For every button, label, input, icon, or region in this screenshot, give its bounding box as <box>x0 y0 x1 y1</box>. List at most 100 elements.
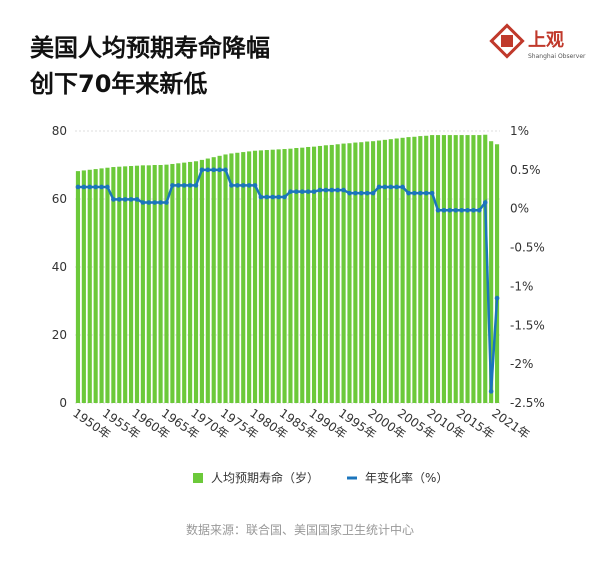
bar <box>81 170 86 403</box>
y-tick-label: 80 <box>52 124 67 138</box>
point <box>370 190 376 196</box>
bar <box>323 145 328 403</box>
point <box>435 207 441 213</box>
bar <box>111 167 116 403</box>
bar <box>276 149 281 403</box>
bar <box>471 135 476 403</box>
point <box>482 200 488 205</box>
x-tick-label: 2021年 <box>489 406 532 442</box>
point <box>199 167 205 173</box>
bar <box>447 135 452 403</box>
point <box>429 190 435 196</box>
bar <box>264 150 269 403</box>
point <box>317 187 323 193</box>
y2-tick-label: 0.5% <box>510 163 541 177</box>
bar <box>87 169 92 403</box>
bar <box>217 155 222 403</box>
source: 数据来源：联合国、美国国家卫生统计中心 <box>186 522 414 537</box>
point <box>164 200 169 205</box>
bar <box>306 146 311 404</box>
legend-swatch <box>193 473 203 483</box>
bar <box>453 135 458 403</box>
point <box>299 189 305 194</box>
bar <box>134 165 140 403</box>
bar <box>430 135 435 403</box>
legend-label: 年变化率（%） <box>365 470 448 485</box>
bar <box>270 149 275 403</box>
bar <box>146 165 151 403</box>
point <box>288 189 293 194</box>
point <box>235 183 240 188</box>
bar <box>400 137 405 404</box>
legend-label: 人均预期寿命（岁） <box>211 470 319 485</box>
bar <box>241 152 246 403</box>
point <box>494 295 500 301</box>
point <box>406 190 411 196</box>
point <box>205 167 211 173</box>
bar <box>300 147 305 403</box>
bar <box>294 148 299 403</box>
logo-name: 上观 <box>528 30 564 51</box>
point <box>211 167 217 173</box>
point <box>323 187 329 193</box>
point <box>128 197 134 202</box>
bar <box>394 138 399 404</box>
point <box>152 200 157 205</box>
point <box>193 183 199 188</box>
bar <box>347 143 352 404</box>
point <box>240 183 246 188</box>
point <box>105 184 110 190</box>
bar <box>382 139 387 403</box>
point <box>488 389 494 394</box>
point <box>158 200 163 205</box>
bar <box>494 144 500 403</box>
point <box>412 190 417 196</box>
bar <box>188 161 193 403</box>
logo-icon <box>489 23 525 59</box>
point <box>453 207 459 213</box>
point <box>99 184 104 190</box>
y2-tick-label: 1% <box>510 124 529 138</box>
point <box>134 197 140 202</box>
point <box>459 207 464 213</box>
y-tick-label: 0 <box>59 396 67 410</box>
point <box>341 187 346 193</box>
bar <box>170 163 175 403</box>
point <box>116 197 122 202</box>
bar <box>329 144 334 403</box>
y-tick-label: 20 <box>52 328 67 342</box>
bar <box>282 149 287 403</box>
bar <box>164 164 169 403</box>
bar <box>152 165 157 403</box>
point <box>93 184 98 190</box>
point <box>187 183 193 188</box>
y2-tick-label: -2% <box>510 357 533 371</box>
y2-tick-label: -2.5% <box>510 396 545 410</box>
point <box>441 207 447 213</box>
bar <box>477 135 482 403</box>
bar <box>371 141 376 403</box>
bar <box>424 135 429 403</box>
logo: 上观 Shanghai Observer <box>489 23 586 60</box>
bar <box>465 135 470 403</box>
bar <box>223 154 228 403</box>
bar <box>205 158 210 403</box>
point <box>358 190 364 196</box>
logo-subtitle: Shanghai Observer <box>528 53 586 60</box>
bar <box>211 157 216 403</box>
point <box>75 184 81 190</box>
title-line: 创下70年来新低 <box>29 70 207 98</box>
bar <box>252 150 258 403</box>
y-tick-label: 40 <box>52 260 67 274</box>
point <box>175 183 181 188</box>
bar <box>341 143 346 403</box>
point <box>388 184 394 190</box>
point <box>394 184 400 190</box>
bar <box>418 136 423 403</box>
bar <box>311 146 317 403</box>
bar <box>365 141 370 404</box>
y2-tick-label: 0% <box>510 202 529 216</box>
point <box>471 207 476 213</box>
bar <box>182 162 187 403</box>
